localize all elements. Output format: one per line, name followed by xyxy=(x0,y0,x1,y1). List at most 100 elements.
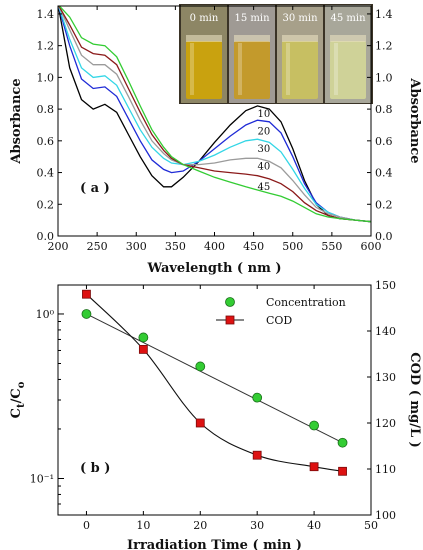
spectrum-line-20 xyxy=(58,6,371,223)
y2-tick-label-a: 1.2 xyxy=(375,40,393,53)
spectrum-line-45 xyxy=(58,6,371,223)
y2-tick-label-a: 0.2 xyxy=(375,198,393,211)
x-tick-label-b: 40 xyxy=(307,519,321,532)
spectrum-line-40 xyxy=(58,6,371,223)
y2-axis-title-b: COD ( mg/L ) xyxy=(407,352,422,448)
cod-point-3 xyxy=(252,450,262,460)
vial-meniscus xyxy=(186,35,222,42)
vials-inset: 0 min 15 min 30 min 45 min xyxy=(179,4,373,104)
legend-label-cod: COD xyxy=(266,314,292,327)
y2-tick-label-b: 150 xyxy=(375,279,396,292)
y-tick-label-a: 0.2 xyxy=(37,198,55,211)
x-tick-label-a: 600 xyxy=(361,240,382,253)
curve-label-4: 40 xyxy=(258,161,271,172)
concentration-point-2 xyxy=(195,361,206,372)
vial-liquid xyxy=(234,41,270,99)
y2-tick-label-b: 110 xyxy=(375,463,396,476)
legend: Concentration COD xyxy=(216,296,346,327)
vial-liquid xyxy=(186,41,222,99)
y-axis-title-part-b: t xyxy=(16,403,27,408)
curve-label-1: 10 xyxy=(258,109,271,120)
legend-marker-cod xyxy=(225,315,235,325)
y2-tick-label-a: 0.4 xyxy=(375,167,393,180)
x-axis-title-a: Wavelength ( nm ) xyxy=(146,261,281,276)
plot-frame-b xyxy=(57,284,372,516)
y-tick-label-a: 0.4 xyxy=(37,167,55,180)
y-axis-title-part-b: /C xyxy=(9,388,24,403)
panel-label-b: ( b ) xyxy=(80,461,110,476)
vial-2: 30 min xyxy=(277,5,323,103)
vial-liquid xyxy=(330,41,366,99)
concentration-point-3 xyxy=(252,392,263,403)
y2-tick-label-a: 0.8 xyxy=(375,103,393,116)
x-tick-label-b: 20 xyxy=(193,519,207,532)
y-tick-label-a: 1.4 xyxy=(37,8,55,21)
concentration-fit-line xyxy=(86,313,343,444)
x-tick-label-b: 10 xyxy=(136,519,150,532)
y-tick-label-a: 1.2 xyxy=(37,40,55,53)
y2-tick-label-a: 0.6 xyxy=(375,135,393,148)
y2-axis-title-a: Absorbance xyxy=(407,77,422,163)
legend-marker-concentration xyxy=(225,297,235,307)
y2-tick-label-b: 130 xyxy=(375,371,396,384)
cod-point-2 xyxy=(195,418,205,428)
absorbance-spectra-chart: 0 min 10 20 30 40 45 0 min 15 min 30 min 45 min 20… xyxy=(9,4,422,276)
x-axis-title-b: Irradiation Time ( min ) xyxy=(127,538,302,550)
vial-0: 0 min xyxy=(181,5,227,103)
x-tick-label-a: 300 xyxy=(126,240,147,253)
vial-highlight xyxy=(190,43,194,95)
y-axis-title-a: Absorbance xyxy=(9,78,24,164)
curve-label-3: 30 xyxy=(258,144,271,155)
y2-tick-label-b: 100 xyxy=(375,509,396,522)
cod-point-4 xyxy=(309,462,319,472)
y-tick-label-b: 10⁰ xyxy=(36,308,55,321)
y2-tick-label-a: 1.4 xyxy=(375,8,393,21)
concentration-point-0 xyxy=(81,309,92,319)
y-tick-label-a: 0.8 xyxy=(37,103,55,116)
x-tick-label-b: 30 xyxy=(250,519,264,532)
concentration-point-4 xyxy=(309,420,319,431)
x-tick-label-b: 50 xyxy=(364,519,378,532)
concentration-point-1 xyxy=(138,332,149,343)
vial-liquid xyxy=(282,41,318,99)
x-tick-label-a: 350 xyxy=(165,240,186,253)
y-axis-title-part-b: C xyxy=(9,408,24,418)
concentration-point-5 xyxy=(337,437,348,448)
vial-1: 15 min xyxy=(229,5,275,103)
y-axis-title-b: Ct/Co xyxy=(9,381,27,418)
vial-meniscus xyxy=(282,35,318,42)
y2-tick-label-b: 120 xyxy=(375,417,396,430)
cod-point-5 xyxy=(338,466,347,476)
y-axis-title-part-b: o xyxy=(16,381,27,388)
vial-label: 30 min xyxy=(282,13,318,24)
vial-label: 0 min xyxy=(190,13,219,24)
irradiation-time-chart: 0 10 20 30 40 50 10⁻¹ 10⁰ 100 110 120 130 140 150 Conc… xyxy=(9,279,422,550)
x-tick-label-a: 400 xyxy=(204,240,225,253)
vial-highlight xyxy=(238,43,242,95)
y-tick-label-b: 10⁻¹ xyxy=(30,472,54,485)
x-tick-label-a: 550 xyxy=(321,240,342,253)
vial-label: 45 min xyxy=(330,13,366,24)
y2-tick-label-b: 140 xyxy=(375,325,396,338)
panel-label-a: ( a ) xyxy=(80,181,110,196)
x-tick-label-b: 0 xyxy=(83,519,90,532)
legend-label-concentration: Concentration xyxy=(266,296,346,309)
vial-meniscus xyxy=(330,35,366,42)
cod-point-1 xyxy=(138,344,148,354)
vial-label: 15 min xyxy=(234,13,270,24)
curve-label-5: 45 xyxy=(258,182,271,193)
vial-highlight xyxy=(286,43,290,95)
vial-highlight xyxy=(334,43,338,95)
curve-label-2: 20 xyxy=(258,126,271,137)
x-tick-label-a: 250 xyxy=(87,240,108,253)
cod-point-0 xyxy=(82,289,91,299)
spectrum-line-30 xyxy=(58,6,371,223)
x-tick-label-a: 450 xyxy=(243,240,264,253)
vial-3: 45 min xyxy=(325,5,371,103)
y-tick-label-a: 1.0 xyxy=(37,71,55,84)
cod-curve xyxy=(86,293,343,472)
y2-tick-label-a: 0.0 xyxy=(375,230,393,243)
y2-tick-label-a: 1.0 xyxy=(375,71,393,84)
x-tick-label-a: 200 xyxy=(48,240,69,253)
